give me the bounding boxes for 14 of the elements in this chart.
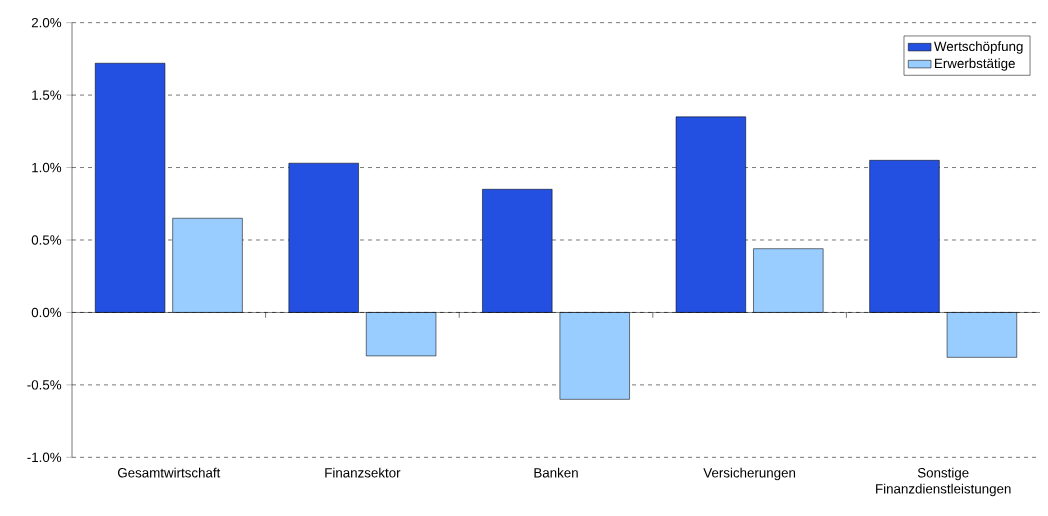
x-tick-label: Versicherungen [703,467,796,481]
legend-label: Erwerbstätige [935,58,1015,71]
x-tick-label: Gesamtwirtschaft [117,467,221,478]
x-tick-label: Banken [534,467,578,478]
x-tick-label: Sonstige Finanzdienstleistungen [876,467,1011,497]
x-tick-label: Finanzsektor [325,467,401,478]
y-tick-label: -1.0% [27,452,62,463]
legend-label: Wertschöpfung [934,41,1023,54]
y-tick-label: 2.0% [31,17,62,28]
y-tick-label: 0.5% [31,235,62,245]
y-tick-label: -0.5% [27,380,62,390]
y-tick-label: 1.0% [32,162,62,173]
y-tick-label: 1.5% [32,90,62,100]
y-tick-label: 0.0% [31,307,62,318]
